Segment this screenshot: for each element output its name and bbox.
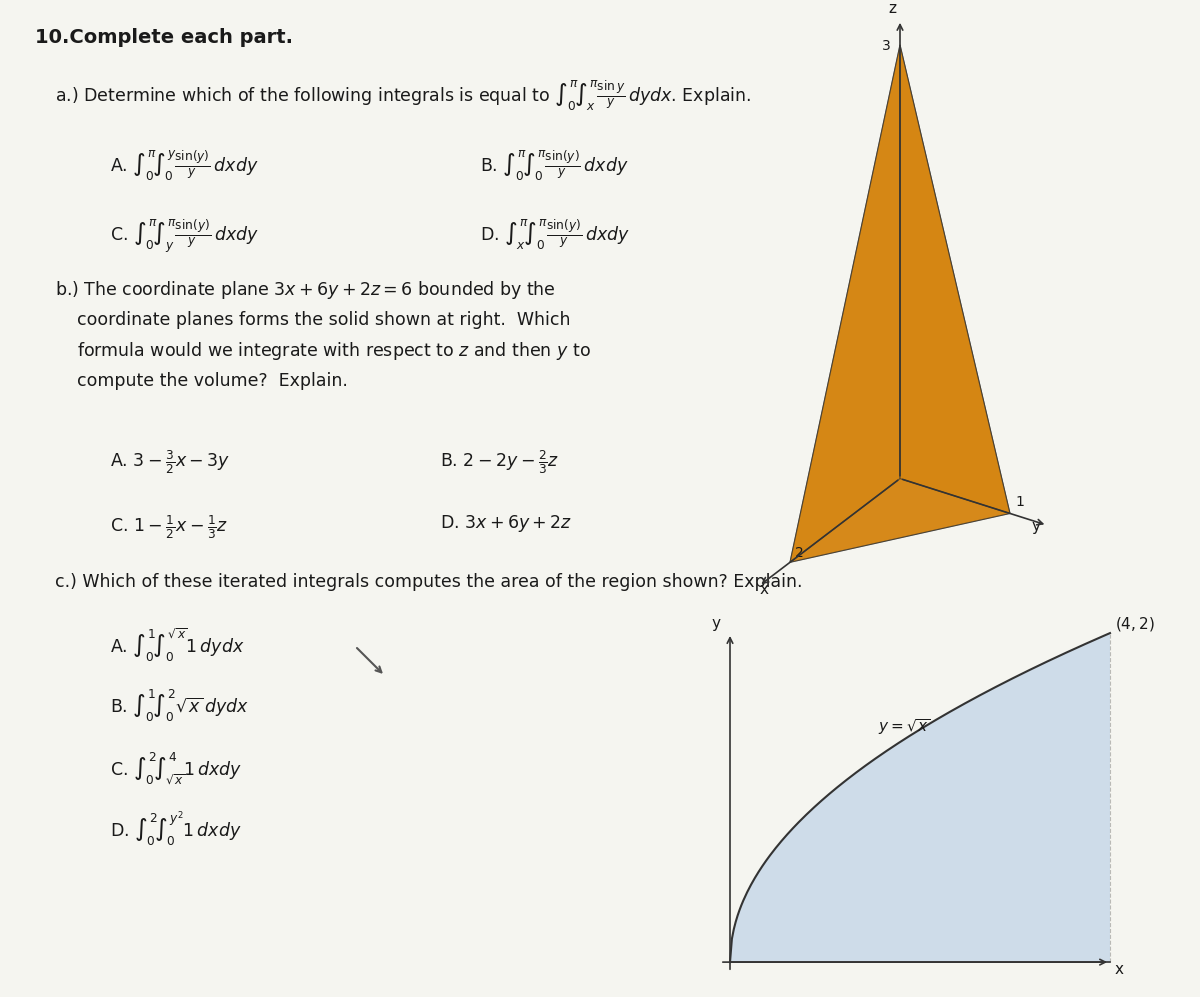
Polygon shape <box>900 45 1010 513</box>
Text: x: x <box>1115 962 1124 977</box>
Text: x: x <box>760 582 769 597</box>
Text: z: z <box>888 1 896 16</box>
Polygon shape <box>790 45 900 562</box>
Text: C. $1-\frac{1}{2}x-\frac{1}{3}z$: C. $1-\frac{1}{2}x-\frac{1}{3}z$ <box>110 513 228 541</box>
Text: D. $\int_x^{\pi}\!\int_0^{\pi}\frac{\sin(y)}{y}\,dxdy$: D. $\int_x^{\pi}\!\int_0^{\pi}\frac{\sin… <box>480 217 630 251</box>
Text: $y = \sqrt{x}$: $y = \sqrt{x}$ <box>877 717 930 737</box>
Text: 10.Complete each part.: 10.Complete each part. <box>35 28 293 47</box>
Text: D. $3x+6y+2z$: D. $3x+6y+2z$ <box>440 513 572 534</box>
Text: c.) Which of these iterated integrals computes the area of the region shown? Exp: c.) Which of these iterated integrals co… <box>55 573 803 591</box>
Polygon shape <box>730 633 1110 962</box>
Text: y: y <box>712 616 721 631</box>
Text: A. $\int_0^{1}\!\int_0^{\sqrt{x}}1\,dydx$: A. $\int_0^{1}\!\int_0^{\sqrt{x}}1\,dydx… <box>110 626 245 664</box>
Text: 1: 1 <box>1015 496 1024 509</box>
Polygon shape <box>790 479 1010 562</box>
Text: 3: 3 <box>882 39 890 53</box>
Text: a.) Determine which of the following integrals is equal to $\int_0^{\pi}\!\int_x: a.) Determine which of the following int… <box>55 78 751 112</box>
Text: D. $\int_0^{2}\!\int_0^{y^2}1\,dxdy$: D. $\int_0^{2}\!\int_0^{y^2}1\,dxdy$ <box>110 810 241 849</box>
Text: b.) The coordinate plane $3x + 6y + 2z = 6$ bounded by the
    coordinate planes: b.) The coordinate plane $3x + 6y + 2z =… <box>55 279 590 390</box>
Polygon shape <box>790 45 1010 562</box>
Text: B. $2-2y-\frac{2}{3}z$: B. $2-2y-\frac{2}{3}z$ <box>440 449 559 477</box>
Text: C. $\int_0^{\pi}\!\int_y^{\pi}\frac{\sin(y)}{y}\,dxdy$: C. $\int_0^{\pi}\!\int_y^{\pi}\frac{\sin… <box>110 217 259 254</box>
Text: y: y <box>1032 519 1042 534</box>
Text: $(4,2)$: $(4,2)$ <box>1115 614 1154 633</box>
Text: 2: 2 <box>796 546 804 560</box>
Text: C. $\int_0^{2}\!\int_{\sqrt{x}}^{4}1\,dxdy$: C. $\int_0^{2}\!\int_{\sqrt{x}}^{4}1\,dx… <box>110 750 242 786</box>
Text: B. $\int_0^{\pi}\!\int_0^{\pi}\frac{\sin(y)}{y}\,dxdy$: B. $\int_0^{\pi}\!\int_0^{\pi}\frac{\sin… <box>480 148 629 181</box>
Text: A. $\int_0^{\pi}\!\int_0^{y}\frac{\sin(y)}{y}\,dxdy$: A. $\int_0^{\pi}\!\int_0^{y}\frac{\sin(y… <box>110 148 258 181</box>
Text: A. $3-\frac{3}{2}x-3y$: A. $3-\frac{3}{2}x-3y$ <box>110 449 230 477</box>
Text: B. $\int_0^{1}\!\int_0^{2}\sqrt{x}\,dydx$: B. $\int_0^{1}\!\int_0^{2}\sqrt{x}\,dydx… <box>110 688 248 724</box>
